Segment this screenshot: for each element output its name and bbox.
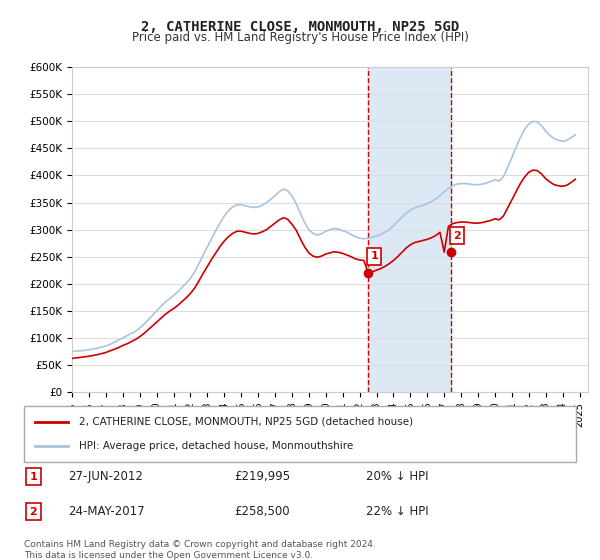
Text: £258,500: £258,500 [234, 505, 289, 518]
Text: 22% ↓ HPI: 22% ↓ HPI [366, 505, 429, 518]
Text: HPI: Average price, detached house, Monmouthshire: HPI: Average price, detached house, Monm… [79, 441, 353, 451]
FancyBboxPatch shape [24, 406, 576, 462]
Text: 24-MAY-2017: 24-MAY-2017 [68, 505, 145, 518]
Text: 27-JUN-2012: 27-JUN-2012 [68, 470, 143, 483]
Text: 1: 1 [370, 251, 378, 262]
Text: 2: 2 [453, 231, 461, 241]
Text: Contains HM Land Registry data © Crown copyright and database right 2024.
This d: Contains HM Land Registry data © Crown c… [24, 540, 376, 560]
Text: 2, CATHERINE CLOSE, MONMOUTH, NP25 5GD: 2, CATHERINE CLOSE, MONMOUTH, NP25 5GD [141, 20, 459, 34]
Text: 2, CATHERINE CLOSE, MONMOUTH, NP25 5GD (detached house): 2, CATHERINE CLOSE, MONMOUTH, NP25 5GD (… [79, 417, 413, 427]
Text: 2: 2 [29, 507, 37, 517]
Text: 1: 1 [29, 472, 37, 482]
Text: 20% ↓ HPI: 20% ↓ HPI [366, 470, 429, 483]
Text: Price paid vs. HM Land Registry's House Price Index (HPI): Price paid vs. HM Land Registry's House … [131, 31, 469, 44]
Text: £219,995: £219,995 [234, 470, 290, 483]
Bar [368, 67, 451, 392]
